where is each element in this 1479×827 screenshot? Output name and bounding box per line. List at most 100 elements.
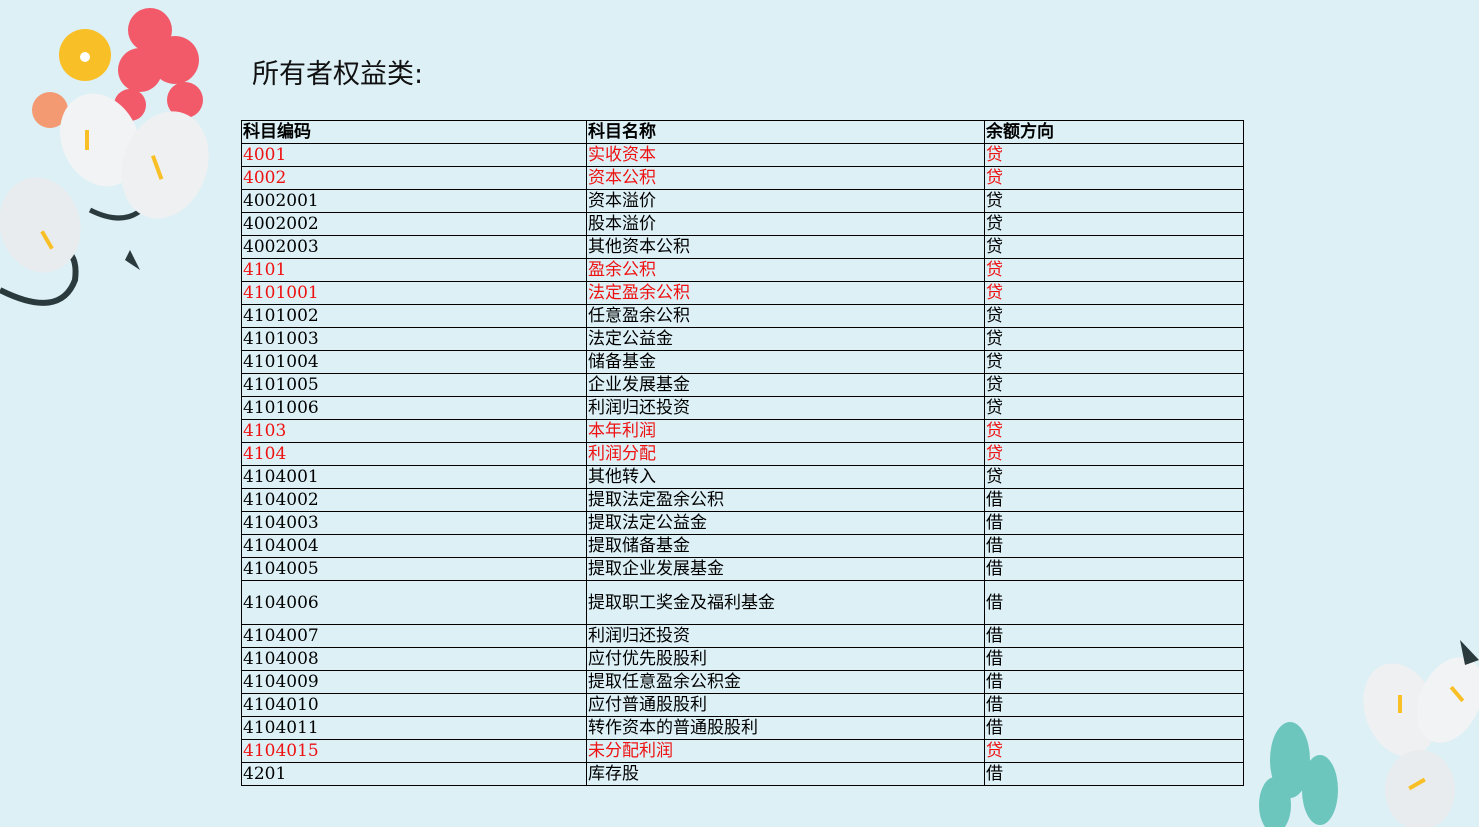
balance-direction-cell: 贷 [984,350,1244,374]
account-name-cell: 利润归还投资 [586,396,985,420]
table-row: 4104015 未分配利润贷 [241,739,1244,763]
account-code-cell: 4101001 [241,281,587,305]
account-code-cell: 4104002 [241,488,587,512]
account-name-cell: 其他资本公积 [586,235,985,259]
balance-direction-cell: 借 [984,557,1244,581]
account-code-cell: 4002001 [241,189,587,213]
table-row: 4103 本年利润贷 [241,419,1244,443]
account-code-cell: 4101003 [241,327,587,351]
balance-direction-cell: 借 [984,670,1244,694]
balance-direction-cell: 借 [984,693,1244,717]
balance-direction-cell: 借 [984,624,1244,648]
account-code-cell: 4104007 [241,624,587,648]
account-code-cell: 4104 [241,442,587,466]
account-name-cell: 提取职工奖金及福利基金 [586,580,985,625]
account-name-cell: 转作资本的普通股股利 [586,716,985,740]
account-code-cell: 4101006 [241,396,587,420]
balance-direction-cell: 借 [984,534,1244,558]
balance-direction-cell: 贷 [984,304,1244,328]
balance-direction-cell: 借 [984,580,1244,625]
account-code-cell: 4104001 [241,465,587,489]
account-name-cell: 本年利润 [586,419,985,443]
balance-direction-cell: 贷 [984,419,1244,443]
account-name-cell: 提取任意盈余公积金 [586,670,985,694]
account-name-cell: 提取企业发展基金 [586,557,985,581]
account-name-cell: 应付普通股股利 [586,693,985,717]
balance-direction-cell: 借 [984,488,1244,512]
account-name-cell: 股本溢价 [586,212,985,236]
column-header-name: 科目名称 [586,120,985,144]
account-name-cell: 提取法定盈余公积 [586,488,985,512]
account-code-cell: 4104005 [241,557,587,581]
account-name-cell: 其他转入 [586,465,985,489]
table-row: 4104008 应付优先股股利借 [241,647,1244,671]
balance-direction-cell: 借 [984,511,1244,535]
table-row: 4104011 转作资本的普通股股利借 [241,716,1244,740]
table-row: 4101004 储备基金贷 [241,350,1244,374]
account-name-cell: 法定盈余公积 [586,281,985,305]
account-code-cell: 4101002 [241,304,587,328]
account-code-cell: 4002002 [241,212,587,236]
table-row: 4201 库存股借 [241,762,1244,786]
balance-direction-cell: 贷 [984,281,1244,305]
account-name-cell: 盈余公积 [586,258,985,282]
balance-direction-cell: 贷 [984,396,1244,420]
table-header-row: 科目编码 科目名称 余额方向 [241,120,1244,144]
account-code-cell: 4104010 [241,693,587,717]
account-code-cell: 4201 [241,762,587,786]
account-name-cell: 应付优先股股利 [586,647,985,671]
account-name-cell: 企业发展基金 [586,373,985,397]
equity-accounts-table: 科目编码 科目名称 余额方向 4001 实收资本贷 4002 资本公积贷 4002001… [241,120,1244,786]
account-name-cell: 任意盈余公积 [586,304,985,328]
table-row: 4002003 其他资本公积贷 [241,235,1244,259]
balance-direction-cell: 贷 [984,189,1244,213]
balance-direction-cell: 贷 [984,327,1244,351]
balance-direction-cell: 贷 [984,258,1244,282]
account-code-cell: 4104006 [241,580,587,625]
account-name-cell: 利润分配 [586,442,985,466]
account-name-cell: 未分配利润 [586,739,985,763]
account-name-cell: 资本溢价 [586,189,985,213]
table-row: 4104001 其他转入贷 [241,465,1244,489]
balance-direction-cell: 贷 [984,442,1244,466]
account-name-cell: 法定公益金 [586,327,985,351]
balance-direction-cell: 贷 [984,465,1244,489]
flower-decoration-bottom-right [1259,640,1479,827]
balance-direction-cell: 借 [984,716,1244,740]
account-code-cell: 4104003 [241,511,587,535]
table-row: 4101003 法定公益金贷 [241,327,1244,351]
account-code-cell: 4104004 [241,534,587,558]
flower-decoration-top-left [0,8,209,306]
account-name-cell: 利润归还投资 [586,624,985,648]
table-row: 4104004 提取储备基金借 [241,534,1244,558]
account-code-cell: 4002003 [241,235,587,259]
column-header-direction: 余额方向 [984,120,1244,144]
table-row: 4101005 企业发展基金贷 [241,373,1244,397]
account-code-cell: 4104009 [241,670,587,694]
account-name-cell: 资本公积 [586,166,985,190]
table-row: 4104007 利润归还投资借 [241,624,1244,648]
table-row: 4104010 应付普通股股利借 [241,693,1244,717]
account-code-cell: 4101004 [241,350,587,374]
balance-direction-cell: 贷 [984,373,1244,397]
table-row: 4101 盈余公积贷 [241,258,1244,282]
column-header-code: 科目编码 [241,120,587,144]
account-name-cell: 库存股 [586,762,985,786]
account-code-cell: 4104015 [241,739,587,763]
balance-direction-cell: 贷 [984,166,1244,190]
balance-direction-cell: 贷 [984,235,1244,259]
balance-direction-cell: 借 [984,647,1244,671]
account-code-cell: 4101 [241,258,587,282]
account-name-cell: 提取法定公益金 [586,511,985,535]
table-row: 4104005 提取企业发展基金借 [241,557,1244,581]
account-code-cell: 4002 [241,166,587,190]
table-row: 4104006 提取职工奖金及福利基金借 [241,580,1244,625]
table-row: 4101001 法定盈余公积贷 [241,281,1244,305]
account-name-cell: 实收资本 [586,143,985,167]
account-name-cell: 储备基金 [586,350,985,374]
table-row: 4104002 提取法定盈余公积借 [241,488,1244,512]
balance-direction-cell: 借 [984,762,1244,786]
table-row: 4104003 提取法定公益金借 [241,511,1244,535]
table-row: 4104009 提取任意盈余公积金借 [241,670,1244,694]
table-row: 4002001 资本溢价贷 [241,189,1244,213]
